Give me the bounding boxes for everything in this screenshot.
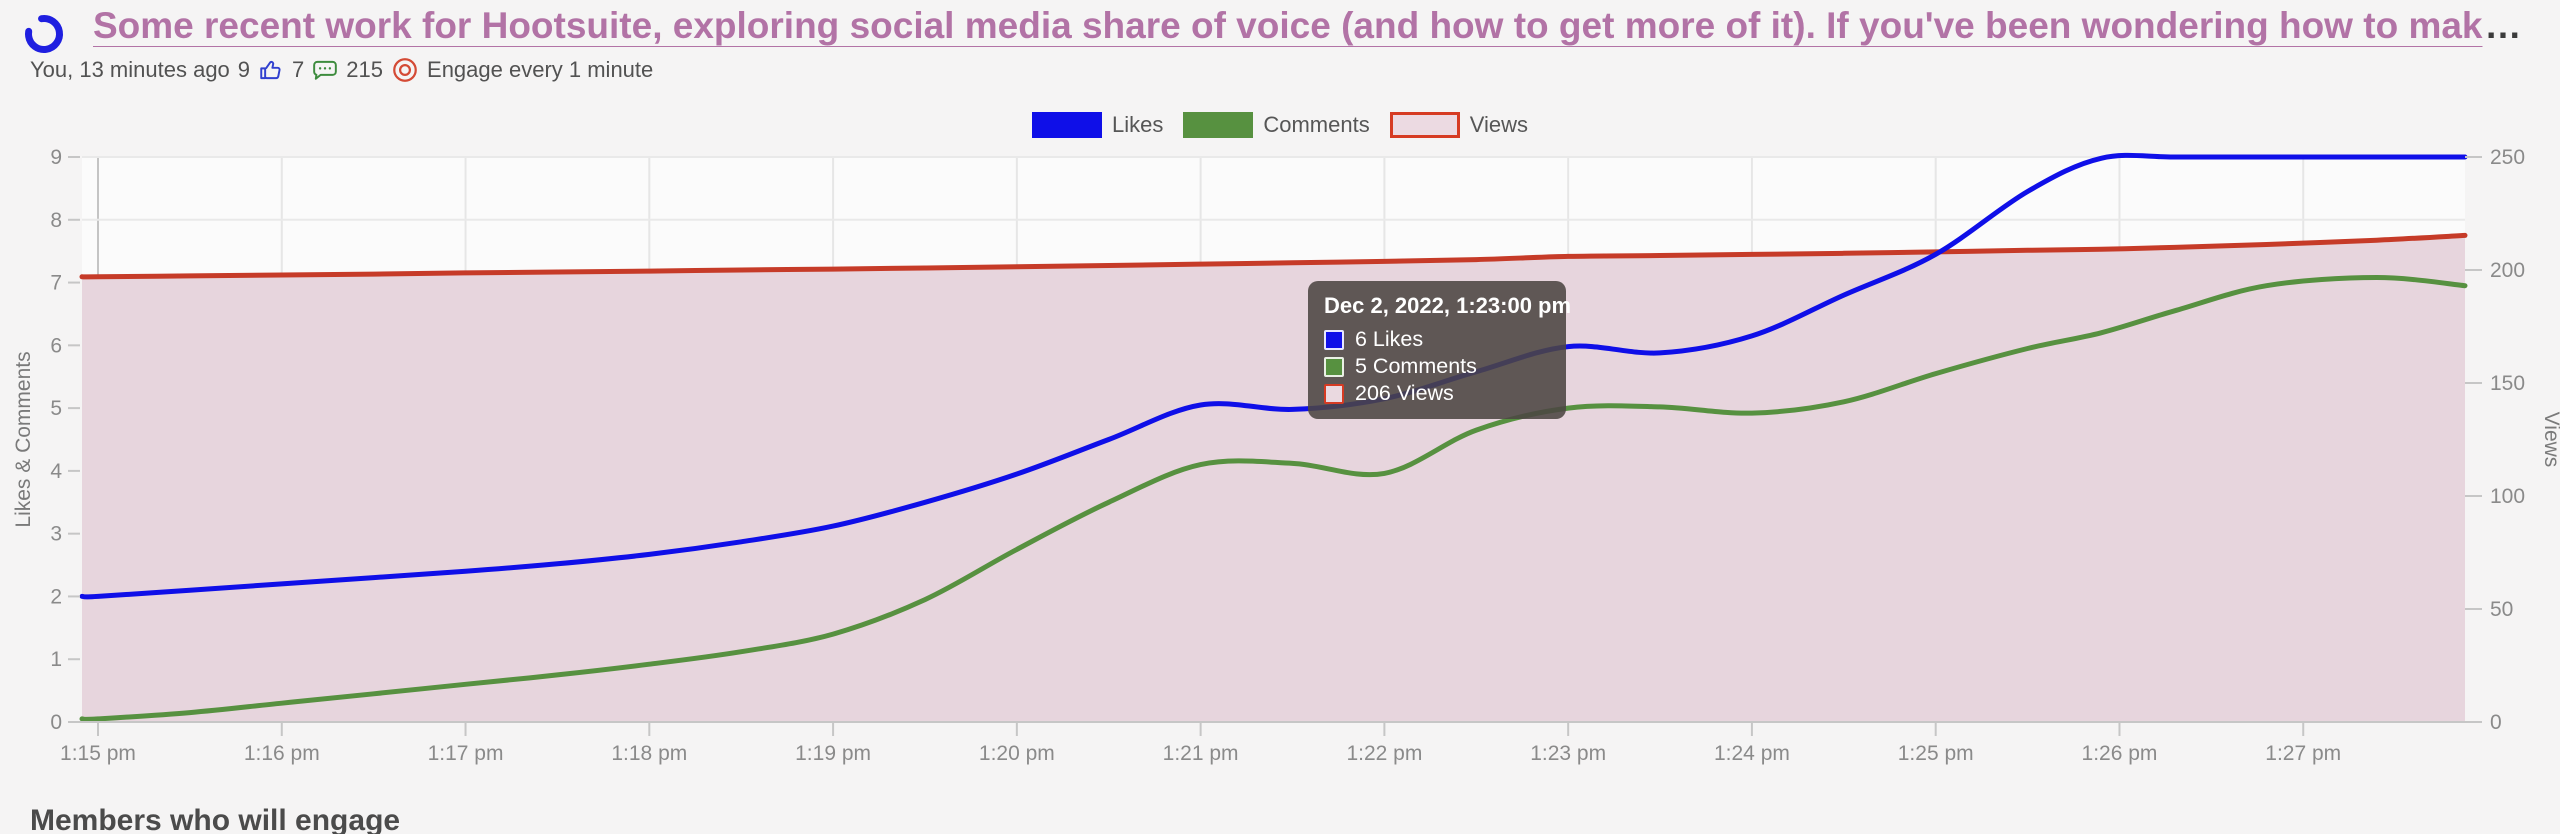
tooltip-comments-value: 5 Comments bbox=[1355, 354, 1477, 378]
author-and-time: You, 13 minutes ago bbox=[30, 57, 230, 82]
comments-count: 7 bbox=[292, 57, 305, 82]
legend-item-views[interactable]: Views bbox=[1389, 112, 1528, 138]
left-tick-label: 9 bbox=[50, 146, 62, 169]
tooltip-likes-value: 6 Likes bbox=[1355, 327, 1424, 351]
left-tick-label: 6 bbox=[50, 334, 62, 357]
left-tick-label: 5 bbox=[50, 397, 62, 420]
x-tick-label: 1:17 pm bbox=[428, 742, 504, 765]
comments-swatch bbox=[1324, 356, 1344, 377]
post-title-row: Some recent work for Hootsuite, explorin… bbox=[93, 5, 2556, 47]
right-axis-title: Views bbox=[2540, 412, 2560, 468]
x-tick-label: 1:27 pm bbox=[2265, 742, 2341, 765]
likes-count: 9 bbox=[237, 57, 251, 82]
x-tick-label: 1:21 pm bbox=[1163, 742, 1239, 765]
x-tick-label: 1:24 pm bbox=[1714, 742, 1790, 765]
likes-line bbox=[79, 152, 2468, 600]
views-count: 215 bbox=[346, 57, 384, 82]
right-tick-label: 0 bbox=[2490, 711, 2502, 734]
left-tick-label: 0 bbox=[50, 711, 62, 734]
spinner-ring-icon bbox=[25, 15, 63, 53]
x-tick-label: 1:25 pm bbox=[1898, 742, 1974, 765]
chart-legend: Likes Comments Views bbox=[0, 112, 2560, 138]
likes-swatch bbox=[1324, 329, 1344, 350]
right-tick-label: 50 bbox=[2490, 598, 2513, 621]
x-tick-label: 1:16 pm bbox=[244, 742, 320, 765]
right-tick-label: 200 bbox=[2490, 259, 2525, 282]
legend-item-comments[interactable]: Comments bbox=[1183, 112, 1370, 138]
thumbs-up-icon bbox=[260, 60, 281, 80]
legend-label: Views bbox=[1469, 112, 1528, 137]
comments-swatch bbox=[1183, 112, 1254, 138]
x-tick-label: 1:26 pm bbox=[2082, 742, 2158, 765]
members-engage-heading: Members who will engage bbox=[30, 804, 401, 834]
x-tick-label: 1:22 pm bbox=[1346, 742, 1422, 765]
right-tick-label: 150 bbox=[2490, 372, 2525, 395]
left-tick-label: 7 bbox=[50, 272, 62, 295]
left-tick-label: 1 bbox=[50, 648, 62, 671]
legend-item-likes[interactable]: Likes bbox=[1031, 112, 1164, 138]
views-swatch bbox=[1324, 383, 1344, 404]
tooltip-timestamp: Dec 2, 2022, 1:23:00 pm bbox=[1324, 293, 1572, 318]
views-eye-icon bbox=[393, 58, 417, 82]
engage-frequency-text: Engage every 1 minute bbox=[427, 57, 654, 82]
views-swatch bbox=[1389, 112, 1460, 138]
x-tick-label: 1:19 pm bbox=[795, 742, 871, 765]
right-tick-label: 100 bbox=[2490, 485, 2525, 508]
legend-label: Likes bbox=[1111, 112, 1164, 137]
x-tick-label: 1:15 pm bbox=[60, 742, 136, 765]
left-tick-label: 2 bbox=[50, 585, 62, 608]
comments-line bbox=[79, 275, 2468, 722]
tooltip-views-value: 206 Views bbox=[1355, 381, 1454, 405]
left-axis-title: Likes & Comments bbox=[12, 351, 35, 527]
views-area-fill bbox=[82, 235, 2465, 722]
views-line bbox=[79, 232, 2468, 280]
title-truncation-ellipsis: … bbox=[2484, 5, 2522, 46]
left-tick-label: 8 bbox=[50, 209, 62, 232]
chart-tooltip: Dec 2, 2022, 1:23:00 pm 6 Likes 5 Commen… bbox=[1308, 281, 1572, 419]
x-tick-label: 1:20 pm bbox=[979, 742, 1055, 765]
comment-bubble-icon bbox=[313, 60, 338, 80]
tooltip-row-likes: 6 Likes bbox=[1324, 326, 1550, 353]
legend-label: Comments bbox=[1263, 112, 1370, 137]
tooltip-row-comments: 5 Comments bbox=[1324, 353, 1550, 380]
x-tick-label: 1:18 pm bbox=[611, 742, 687, 765]
left-tick-label: 4 bbox=[50, 460, 62, 483]
left-tick-label: 3 bbox=[50, 523, 62, 546]
post-title-link[interactable]: Some recent work for Hootsuite, explorin… bbox=[93, 5, 2483, 46]
tooltip-row-views: 206 Views bbox=[1324, 380, 1550, 407]
x-tick-label: 1:23 pm bbox=[1530, 742, 1606, 765]
likes-swatch bbox=[1031, 112, 1102, 138]
post-byline: You, 13 minutes ago 9 7 215 Engage every… bbox=[30, 56, 653, 84]
right-tick-label: 250 bbox=[2490, 146, 2525, 169]
